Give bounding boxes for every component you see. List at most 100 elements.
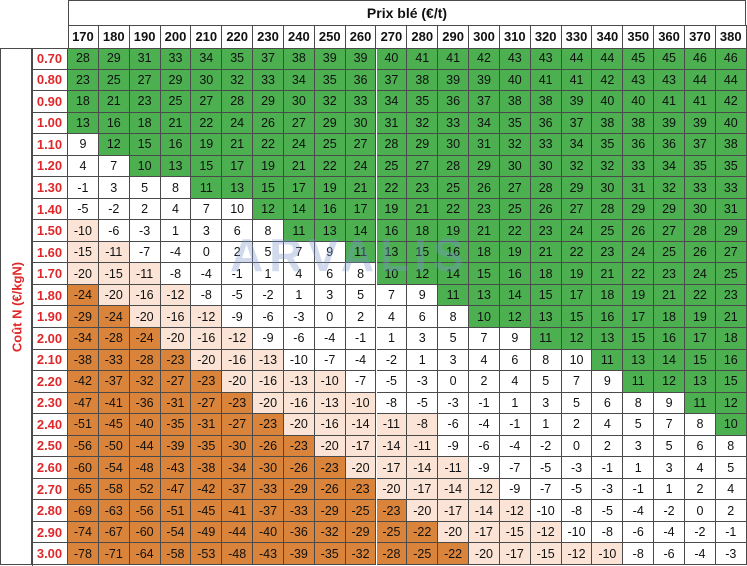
table-cell: -22: [438, 543, 470, 565]
table-cell: 6: [314, 263, 346, 285]
table-cell: 30: [685, 198, 716, 221]
table-cell: 33: [345, 91, 377, 113]
row-header: 1.70: [32, 263, 68, 285]
table-cell: -10: [314, 371, 346, 393]
table-cell: 4: [685, 457, 716, 479]
table-cell: 5: [253, 241, 284, 264]
table-cell: -15: [68, 241, 99, 264]
table-cell: 23: [530, 220, 562, 242]
table-cell: 38: [499, 91, 531, 113]
table-cell: 21: [469, 220, 500, 242]
table-cell: -78: [68, 543, 99, 565]
column-header: 320: [530, 25, 562, 49]
table-cell: 27: [654, 220, 685, 242]
table-cell: 13: [160, 155, 192, 178]
table-cell: -23: [253, 414, 284, 436]
table-cell: -11: [407, 435, 439, 458]
table-cell: -16: [314, 414, 346, 436]
table-cell: -32: [314, 521, 346, 544]
table-cell: -48: [222, 543, 254, 565]
table-cell: -42: [191, 478, 223, 501]
table-cell: 3: [623, 435, 655, 458]
table-cell: -11: [438, 457, 470, 479]
table-cell: 22: [191, 112, 223, 135]
table-cell: 0: [685, 500, 716, 522]
table-cell: 39: [314, 48, 346, 70]
table-cell: -27: [191, 392, 223, 415]
table-cell: -38: [68, 349, 99, 372]
table-cell: -8: [623, 543, 655, 565]
table-cell: 13: [469, 284, 500, 307]
table-cell: 5: [561, 392, 593, 415]
table-cell: -20: [376, 478, 408, 501]
table-cell: 32: [592, 155, 624, 178]
table-cell: -69: [68, 500, 99, 522]
table-cell: -35: [191, 435, 223, 458]
table-cell: -29: [283, 478, 315, 501]
table-cell: 18: [530, 263, 562, 285]
table-cell: 36: [438, 91, 470, 113]
table-cell: -16: [222, 349, 254, 372]
table-cell: 18: [592, 284, 624, 307]
table-cell: 29: [654, 198, 685, 221]
table-cell: -24: [68, 284, 99, 307]
table-cell: 42: [469, 48, 500, 70]
table-cell: -20: [314, 435, 346, 458]
table-cell: -9: [222, 306, 254, 328]
table-cell: 7: [469, 328, 500, 350]
table-cell: 17: [345, 198, 377, 221]
table-cell: -6: [438, 414, 470, 436]
table-cell: 11: [438, 284, 470, 307]
table-cell: -9: [499, 478, 531, 501]
row-header: 1.60: [32, 241, 68, 264]
row-header: 2.40: [32, 414, 68, 436]
table-cell: -25: [345, 500, 377, 522]
table-cell: 27: [345, 134, 377, 156]
table-cell: -41: [222, 500, 254, 522]
table-cell: -27: [222, 414, 254, 436]
table-cell: 31: [376, 112, 408, 135]
table-cell: 9: [654, 392, 685, 415]
table-cell: 3: [438, 349, 470, 372]
table-cell: -20: [160, 328, 192, 350]
table-cell: 18: [68, 91, 99, 113]
table-cell: -7: [345, 371, 377, 393]
row-header: 1.40: [32, 198, 68, 221]
table-cell: 23: [715, 284, 747, 307]
table-cell: -23: [314, 457, 346, 479]
table-cell: -13: [253, 349, 284, 372]
table-cell: 19: [499, 241, 531, 264]
table-cell: 16: [314, 198, 346, 221]
table-cell: 21: [98, 91, 130, 113]
table-cell: 3: [530, 392, 562, 415]
table-cell: 0: [438, 371, 470, 393]
table-cell: 19: [376, 198, 408, 221]
table-cell: 40: [715, 112, 747, 135]
table-cell: 40: [592, 91, 624, 113]
table-cell: 33: [438, 112, 470, 135]
table-cell: 5: [654, 435, 685, 458]
table-cell: 18: [654, 306, 685, 328]
table-cell: -23: [376, 500, 408, 522]
table-cell: 21: [160, 112, 192, 135]
table-cell: 35: [592, 134, 624, 156]
column-header: 170: [68, 25, 99, 49]
table-cell: 16: [715, 349, 747, 372]
table-cell: -20: [191, 349, 223, 372]
table-cell: -9: [469, 457, 500, 479]
table-cell: 4: [160, 198, 192, 221]
table-cell: 15: [469, 263, 500, 285]
table-cell: 8: [530, 349, 562, 372]
table-cell: 2: [222, 241, 254, 264]
table-cell: 17: [623, 306, 655, 328]
table-cell: -25: [407, 543, 439, 565]
table-cell: -15: [499, 521, 531, 544]
table-cell: -14: [469, 500, 500, 522]
table-cell: -2: [376, 349, 408, 372]
table-cell: 5: [129, 177, 161, 199]
table-cell: 18: [715, 328, 747, 350]
column-header: 340: [592, 25, 624, 49]
table-cell: 37: [253, 48, 284, 70]
table-cell: 21: [654, 284, 685, 307]
column-header: 260: [345, 25, 377, 49]
